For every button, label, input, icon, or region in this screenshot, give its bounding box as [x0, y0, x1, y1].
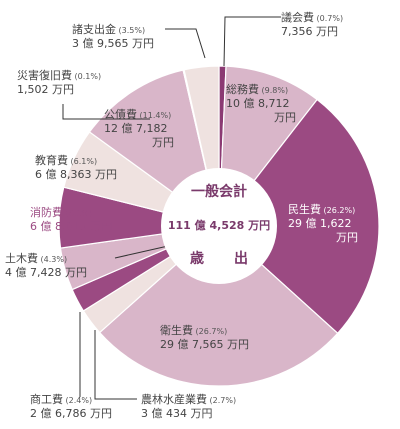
slice-pct-4: (2.7%) — [207, 396, 236, 405]
center-title: 一般会計 — [191, 183, 247, 200]
slice-pct-0: (0.7%) — [314, 14, 343, 23]
slice-amount-3: 29 億 7,565 万円 — [160, 338, 249, 351]
slice-amount-10: 1,502 万円 — [17, 83, 74, 96]
leader-line-0 — [223, 16, 281, 67]
slice-name-9: 公債費 (11.4%) — [104, 107, 171, 121]
leader-line-10 — [62, 104, 150, 120]
slice-amount-1: 10 億 8,712 — [226, 97, 289, 110]
slice-name-1: 総務費 (9.8%) — [226, 82, 288, 96]
center-subtitle: 歳 出 — [190, 250, 256, 267]
slice-name-text-7: 消防費 — [30, 205, 63, 219]
slice-name-text-2: 民生費 — [288, 202, 321, 216]
slice-name-0: 議会費 (0.7%) — [281, 10, 343, 24]
slice-name-6: 土木費 (4.3%) — [5, 251, 67, 265]
slice-label-10: 災害復旧費 (0.1%)1,502 万円 — [17, 68, 101, 96]
slice-pct-8: (6.1%) — [68, 157, 97, 166]
slice-label-8: 教育費 (6.1%)6 億 8,363 万円 — [35, 153, 117, 181]
slice-name-text-9: 公債費 — [104, 107, 137, 121]
slice-label-6: 土木費 (4.3%)4 億 7,428 万円 — [5, 251, 87, 279]
slice-amount-unit-2: 万円 — [336, 231, 358, 244]
slice-name-10: 災害復旧費 (0.1%) — [17, 68, 101, 82]
slice-amount-11: 3 億 9,565 万円 — [72, 37, 154, 50]
slice-pct-5: (2.4%) — [63, 396, 92, 405]
slice-name-4: 農林水産業費 (2.7%) — [141, 392, 236, 406]
slice-label-3: 衛生費 (26.7%)29 億 7,565 万円 — [160, 323, 249, 351]
slice-pct-2: (26.2%) — [321, 206, 355, 215]
slice-label-7: 消防費 (6.1%)6 億 8,013 万円 — [30, 205, 112, 233]
slice-name-5: 商工費 (2.4%) — [30, 392, 92, 406]
leader-line-4 — [94, 330, 137, 400]
slice-pct-11: (3.5%) — [116, 26, 145, 35]
slice-pct-3: (26.7%) — [193, 327, 227, 336]
slice-amount-unit-9: 万円 — [152, 136, 174, 149]
slice-label-5: 商工費 (2.4%)2 億 6,786 万円 — [30, 392, 112, 420]
slice-name-text-4: 農林水産業費 — [141, 392, 207, 406]
slice-label-11: 諸支出金 (3.5%)3 億 9,565 万円 — [72, 22, 154, 50]
slice-name-3: 衛生費 (26.7%) — [160, 323, 227, 337]
slice-name-text-3: 衛生費 — [160, 323, 193, 337]
slice-name-2: 民生費 (26.2%) — [288, 202, 355, 216]
slice-amount-8: 6 億 8,363 万円 — [35, 168, 117, 181]
leader-line-6 — [114, 245, 169, 259]
slice-pct-10: (0.1%) — [72, 72, 101, 81]
slice-name-11: 諸支出金 (3.5%) — [72, 22, 145, 36]
leader-lines — [62, 16, 281, 400]
slice-pct-1: (9.8%) — [259, 86, 288, 95]
slice-amount-9: 12 億 7,182 — [104, 122, 167, 135]
slice-pct-6: (4.3%) — [38, 255, 67, 264]
slice-amount-2: 29 億 1,622 — [288, 217, 351, 230]
slice-pct-7: (6.1%) — [63, 209, 92, 218]
leader-line-11 — [165, 28, 206, 59]
slice-amount-7: 6 億 8,013 万円 — [30, 220, 112, 233]
slice-name-text-10: 災害復旧費 — [17, 68, 72, 82]
pie-slice-3 — [98, 225, 339, 387]
pie-slice-2 — [218, 98, 380, 335]
slice-amount-0: 7,356 万円 — [281, 25, 338, 38]
slice-name-text-1: 総務費 — [226, 82, 259, 96]
slice-label-4: 農林水産業費 (2.7%)3 億 434 万円 — [141, 392, 236, 420]
slice-amount-5: 2 億 6,786 万円 — [30, 407, 112, 420]
center-hole — [161, 168, 277, 284]
slice-name-text-0: 議会費 — [281, 10, 314, 24]
slice-name-text-6: 土木費 — [5, 251, 38, 265]
slice-amount-6: 4 億 7,428 万円 — [5, 266, 87, 279]
slice-name-text-5: 商工費 — [30, 392, 63, 406]
slice-name-7: 消防費 (6.1%) — [30, 205, 92, 219]
slice-amount-unit-1: 万円 — [274, 111, 296, 124]
slice-name-text-8: 教育費 — [35, 153, 68, 167]
slice-name-text-11: 諸支出金 — [72, 22, 116, 36]
slice-name-8: 教育費 (6.1%) — [35, 153, 97, 167]
slice-amount-4: 3 億 434 万円 — [141, 407, 212, 420]
slice-pct-9: (11.4%) — [137, 111, 171, 120]
slice-label-0: 議会費 (0.7%)7,356 万円 — [281, 10, 343, 38]
center-total: 111 億 4,528 万円 — [168, 218, 270, 232]
